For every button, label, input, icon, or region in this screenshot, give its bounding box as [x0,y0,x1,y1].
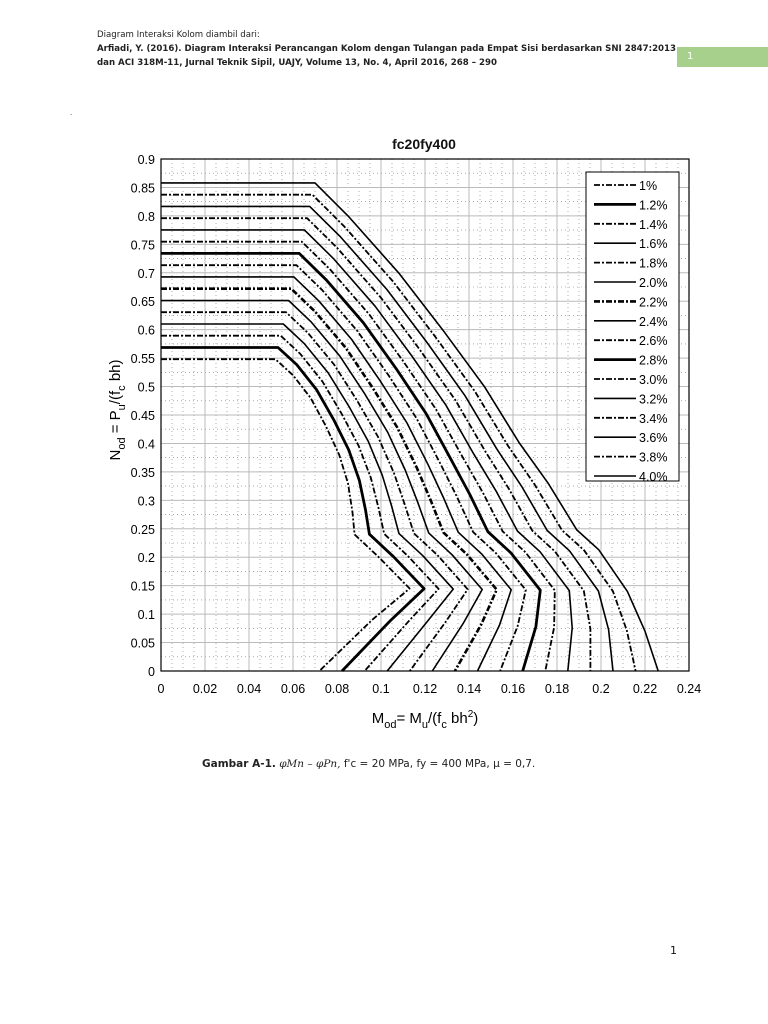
caption-fy: fy = 400 MPa, [416,758,490,770]
x-tick-label: 0.18 [545,682,569,696]
y-tick-label: 0.4 [138,437,155,451]
curve-1pct [161,358,411,672]
y-axis-label: Nod = Pu/(fc bh) [107,359,128,460]
y-tick-label: 0.3 [138,494,155,508]
curve-3.6pct [161,205,614,672]
x-tick-label: 0.1 [372,682,389,696]
legend-label: 1.8% [639,257,668,271]
curve-3.8pct [161,193,637,672]
curve-3.4pct [161,217,592,671]
y-tick-label: 0 [148,665,155,679]
legend-label: 2.6% [639,334,668,348]
caption-formula: φMn – φPn, [279,758,341,770]
page-number: 1 [670,944,677,957]
curve-2.4pct [161,276,512,672]
x-tick-label: 0.02 [193,682,217,696]
legend-label: 2.8% [639,354,668,368]
y-tick-label: 0.25 [131,523,155,537]
legend-label: 1.2% [639,198,668,212]
curve-2.0pct [161,299,483,672]
y-tick-label: 0.8 [138,210,155,224]
x-tick-label: 0.22 [633,682,657,696]
interaction-diagram-chart: 0 0.02 0.04 0.06 0.08 0.1 0.12 0.14 0.16 0.18 0.2 0… [107,153,701,731]
x-axis-label: Mod= Mu/(fc bh2) [372,709,479,731]
legend-label: 4.0% [639,470,668,484]
curve-3.2pct [161,229,573,672]
y-tick-label: 0.75 [131,238,155,252]
legend-label: 3.4% [639,412,668,426]
x-tick-label: 0 [158,682,165,696]
y-tick-label: 0.45 [131,409,155,423]
curve-1.4pct [161,334,440,672]
x-tick-label: 0.16 [501,682,525,696]
legend-label: 2.4% [639,315,668,329]
header-citation-line-1: Arfiadi, Y. (2016). Diagram Interaksi Pe… [97,44,676,54]
y-tick-label: 0.5 [138,381,155,395]
y-tick-label: 0.6 [138,324,155,338]
legend-label: 1.6% [639,237,668,251]
curve-2.8pct [161,252,542,672]
x-tick-label: 0.08 [325,682,349,696]
y-tick-label: 0.1 [138,608,155,622]
y-tick-label: 0.35 [131,466,155,480]
curve-1.2pct [161,346,426,672]
y-tick-label: 0.55 [131,352,155,366]
caption-fc: f'c = 20 MPa, [343,758,414,770]
curves [161,182,659,672]
x-tick-label: 0.06 [281,682,305,696]
plot-frame [160,158,690,672]
x-tick-label: 0.2 [592,682,609,696]
legend-label: 3.6% [639,431,668,445]
y-tick-label: 0.05 [131,637,155,651]
y-tick-label: 0.85 [131,181,155,195]
legend-label: 3.2% [639,392,668,406]
header-citation-line-2: dan ACI 318M-11, Jurnal Teknik Sipil, UA… [97,58,497,68]
curve-2.2pct [161,287,498,672]
stray-dot: . [70,108,73,117]
y-tick-label: 0.2 [138,551,155,565]
page-tag: 1 [677,47,768,67]
legend-label: 1% [639,179,657,193]
caption-label: Gambar A-1. [202,758,276,770]
header-line-1: Diagram Interaksi Kolom diambil dari: [97,30,260,40]
legend: 1% 1.2% 1.4% 1.6% 1.8% 2.0% 2.2% 2.4% 2.6% 2.8% 3.… [585,171,680,484]
figure-caption: Gambar A-1. φMn – φPn, f'c = 20 MPa, fy … [202,758,535,770]
x-tick-label: 0.14 [457,682,481,696]
curve-2.6pct [161,264,527,672]
y-tick-label: 0.7 [138,267,155,281]
caption-mu: μ = 0,7. [493,758,536,770]
x-tick-label: 0.04 [237,682,261,696]
legend-label: 3.0% [639,373,668,387]
legend-label: 1.4% [639,218,668,232]
curve-1.6pct [161,323,454,672]
curve-4.0pct [161,182,659,672]
legend-label: 2.0% [639,276,668,290]
y-tick-label: 0.9 [138,153,155,167]
legend-label: 3.8% [639,451,668,465]
curve-3.0pct [161,240,556,672]
curve-1.8pct [161,311,469,672]
x-tick-label: 0.24 [677,682,701,696]
chart-title: fc20fy400 [392,136,456,152]
x-tick-label: 0.12 [413,682,437,696]
y-tick-label: 0.65 [131,295,155,309]
y-tick-label: 0.15 [131,580,155,594]
legend-label: 2.2% [639,295,668,309]
